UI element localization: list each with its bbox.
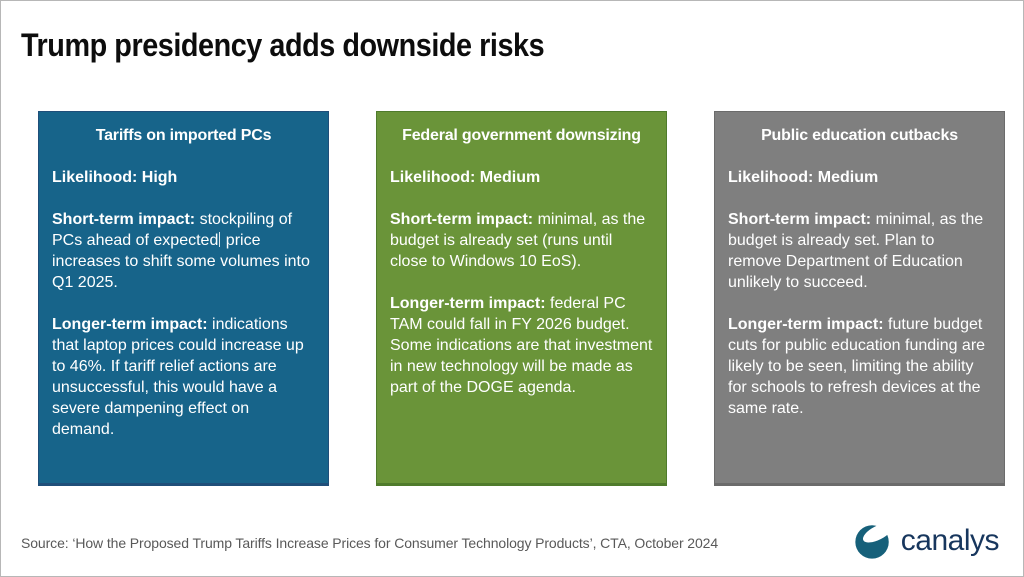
risk-card-public-education[interactable]: Public education cutbacks Likelihood: Me… [714,111,1005,486]
short-term-text: stockpiling of PCs ahead of expected [52,211,293,249]
canalys-swoosh-icon [855,523,893,559]
short-term-label: Short-term impact: [728,211,872,228]
likelihood-line: Likelihood: Medium [728,169,879,186]
canalys-logo: canalys [852,520,1000,562]
longer-term-label: Longer-term impact: [728,316,884,333]
longer-term-text: federal PC TAM could fall in FY 2026 bud… [390,295,653,396]
text-cursor [219,232,221,247]
short-term-label: Short-term impact: [52,211,196,228]
longer-term-text: indications that laptop prices could inc… [52,316,304,438]
short-term-text: minimal, as the budget is already set (r… [390,211,646,270]
likelihood-line: Likelihood: High [52,169,178,186]
short-term-impact: Short-term impact: minimal, as the budge… [390,209,653,272]
longer-term-impact: Longer-term impact: federal PC TAM could… [390,293,653,398]
longer-term-label: Longer-term impact: [390,295,546,312]
source-attribution: Source: ‘How the Proposed Trump Tariffs … [21,535,719,551]
short-term-text: minimal, as the budget is already set. P… [728,211,984,291]
risk-card-tariffs[interactable]: Tariffs on imported PCs Likelihood: High… [38,111,329,486]
page-title: Trump presidency adds downside risks [21,27,545,63]
short-term-impact: Short-term impact: minimal, as the budge… [728,209,991,293]
longer-term-impact: Longer-term impact: future budget cuts f… [728,314,991,419]
risk-card-federal-downsizing[interactable]: Federal government downsizing Likelihood… [376,111,667,486]
short-term-text-cont: price increases to shift some volumes in… [52,232,310,291]
short-term-impact: Short-term impact: stockpiling of PCs ah… [52,209,315,293]
card-title-tariffs: Tariffs on imported PCs [95,127,272,144]
longer-term-label: Longer-term impact: [52,316,208,333]
likelihood-line: Likelihood: Medium [390,169,541,186]
longer-term-impact: Longer-term impact: indications that lap… [52,314,315,440]
risk-cards-row: Tariffs on imported PCs Likelihood: High… [38,111,1005,486]
card-title-education: Public education cutbacks [761,127,958,144]
card-title-federal: Federal government downsizing [402,127,641,144]
longer-term-text: future budget cuts for public education … [728,316,986,417]
canalys-wordmark: canalys [900,524,1000,557]
short-term-label: Short-term impact: [390,211,534,228]
